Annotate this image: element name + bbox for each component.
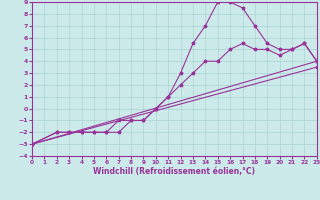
X-axis label: Windchill (Refroidissement éolien,°C): Windchill (Refroidissement éolien,°C): [93, 167, 255, 176]
